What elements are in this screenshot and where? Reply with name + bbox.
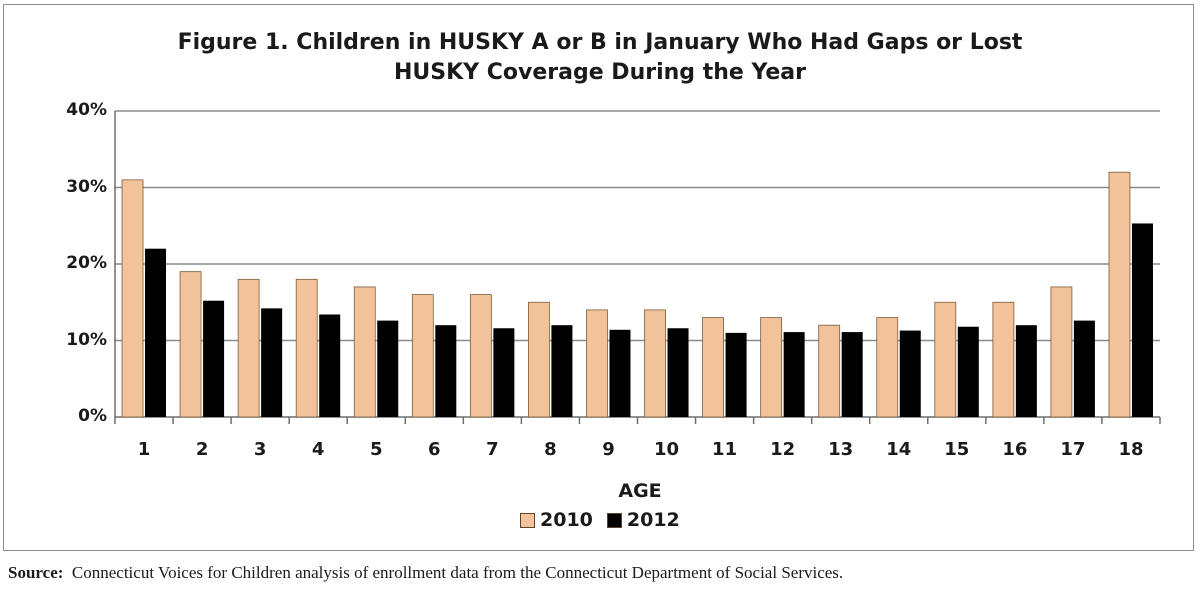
y-tick-label-10pct: 10%: [66, 329, 107, 350]
bar-2012-age-16: [1015, 325, 1037, 417]
bar-2012-age-6: [435, 325, 457, 417]
x-tick-label-2: 2: [195, 439, 209, 460]
legend-item-2012: 2012: [606, 509, 680, 531]
y-tick-label-40pct: 40%: [66, 100, 107, 120]
x-tick-label-5: 5: [369, 439, 383, 460]
source-text: Connecticut Voices for Children analysis…: [71, 563, 844, 582]
bar-2010-age-10: [644, 309, 666, 418]
bar-2012-age-18: [1131, 223, 1153, 417]
bar-2012-age-4: [319, 314, 341, 417]
bar-2010-age-4: [295, 278, 318, 418]
chart-title-line-2: HUSKY Coverage During the Year: [394, 60, 806, 85]
bar-2010-age-7: [469, 294, 492, 418]
bar-2010-age-8: [528, 301, 550, 418]
bar-2010-age-9: [586, 309, 608, 418]
x-tick-label-17: 17: [1060, 439, 1086, 460]
bar-2012-age-7: [493, 328, 515, 417]
bar-2010-age-16: [992, 301, 1015, 418]
bar-2012-age-10: [667, 328, 689, 417]
x-tick-label-1: 1: [137, 439, 151, 460]
x-tick-label-6: 6: [428, 439, 441, 460]
bar-2012-age-15: [957, 326, 979, 417]
bar-2010-age-6: [411, 294, 434, 418]
bar-2012-age-14: [899, 330, 921, 417]
legend-swatch-2010: [520, 512, 535, 528]
bar-2012-age-9: [609, 329, 631, 417]
bar-2010-age-2: [179, 271, 202, 418]
x-tick-label-7: 7: [486, 439, 499, 460]
x-tick-label-10: 10: [653, 439, 680, 460]
bar-2010-age-17: [1050, 286, 1073, 418]
x-tick-label-14: 14: [886, 439, 912, 460]
bar-2010-age-18: [1108, 171, 1131, 418]
bar-2012-age-12: [783, 332, 805, 417]
source-label: Source:: [8, 563, 64, 582]
bar-2012-age-1: [145, 248, 167, 417]
x-tick-label-11: 11: [712, 439, 738, 460]
bar-2010-age-1: [121, 179, 144, 418]
bar-2012-age-3: [261, 308, 283, 417]
bar-2010-age-3: [237, 278, 260, 418]
bar-2012-age-5: [377, 320, 399, 417]
bar-2012-age-2: [203, 300, 225, 417]
x-tick-label-8: 8: [544, 439, 557, 460]
y-tick-label-0pct: 0%: [78, 406, 107, 426]
bar-2012-age-11: [725, 332, 747, 417]
legend-item-2010: 2010: [520, 509, 593, 531]
bar-2010-age-15: [934, 301, 957, 418]
x-tick-label-18: 18: [1118, 439, 1144, 460]
bar-2010-age-14: [876, 317, 899, 418]
y-tick-label-30pct: 30%: [66, 176, 107, 197]
bar-2012-age-8: [551, 325, 573, 417]
bar-2010-age-12: [760, 317, 783, 418]
x-tick-label-9: 9: [602, 439, 615, 460]
bar-2010-age-11: [702, 317, 724, 418]
y-tick-label-20pct: 20%: [66, 253, 107, 273]
bar-2010-age-13: [818, 324, 841, 418]
x-tick-label-3: 3: [253, 439, 267, 460]
legend-label-2012: 2012: [626, 509, 680, 531]
figure-frame: [3, 4, 1194, 551]
bar-2010-age-5: [353, 286, 376, 418]
source-note: Source: Connecticut Voices for Children …: [8, 563, 843, 583]
x-axis-label: AGE: [618, 480, 662, 502]
x-tick-label-4: 4: [311, 439, 325, 460]
x-tick-label-13: 13: [828, 439, 854, 460]
x-tick-label-15: 15: [944, 439, 970, 460]
x-tick-label-12: 12: [770, 439, 796, 460]
legend: 2010 2012: [520, 509, 694, 531]
legend-label-2010: 2010: [540, 509, 593, 531]
legend-swatch-2012: [606, 512, 622, 528]
chart-title-line-1: Figure 1. Children in HUSKY A or B in Ja…: [177, 30, 1023, 55]
bar-2012-age-17: [1073, 320, 1095, 417]
x-tick-label-16: 16: [1002, 439, 1028, 460]
bar-2012-age-13: [841, 332, 863, 417]
